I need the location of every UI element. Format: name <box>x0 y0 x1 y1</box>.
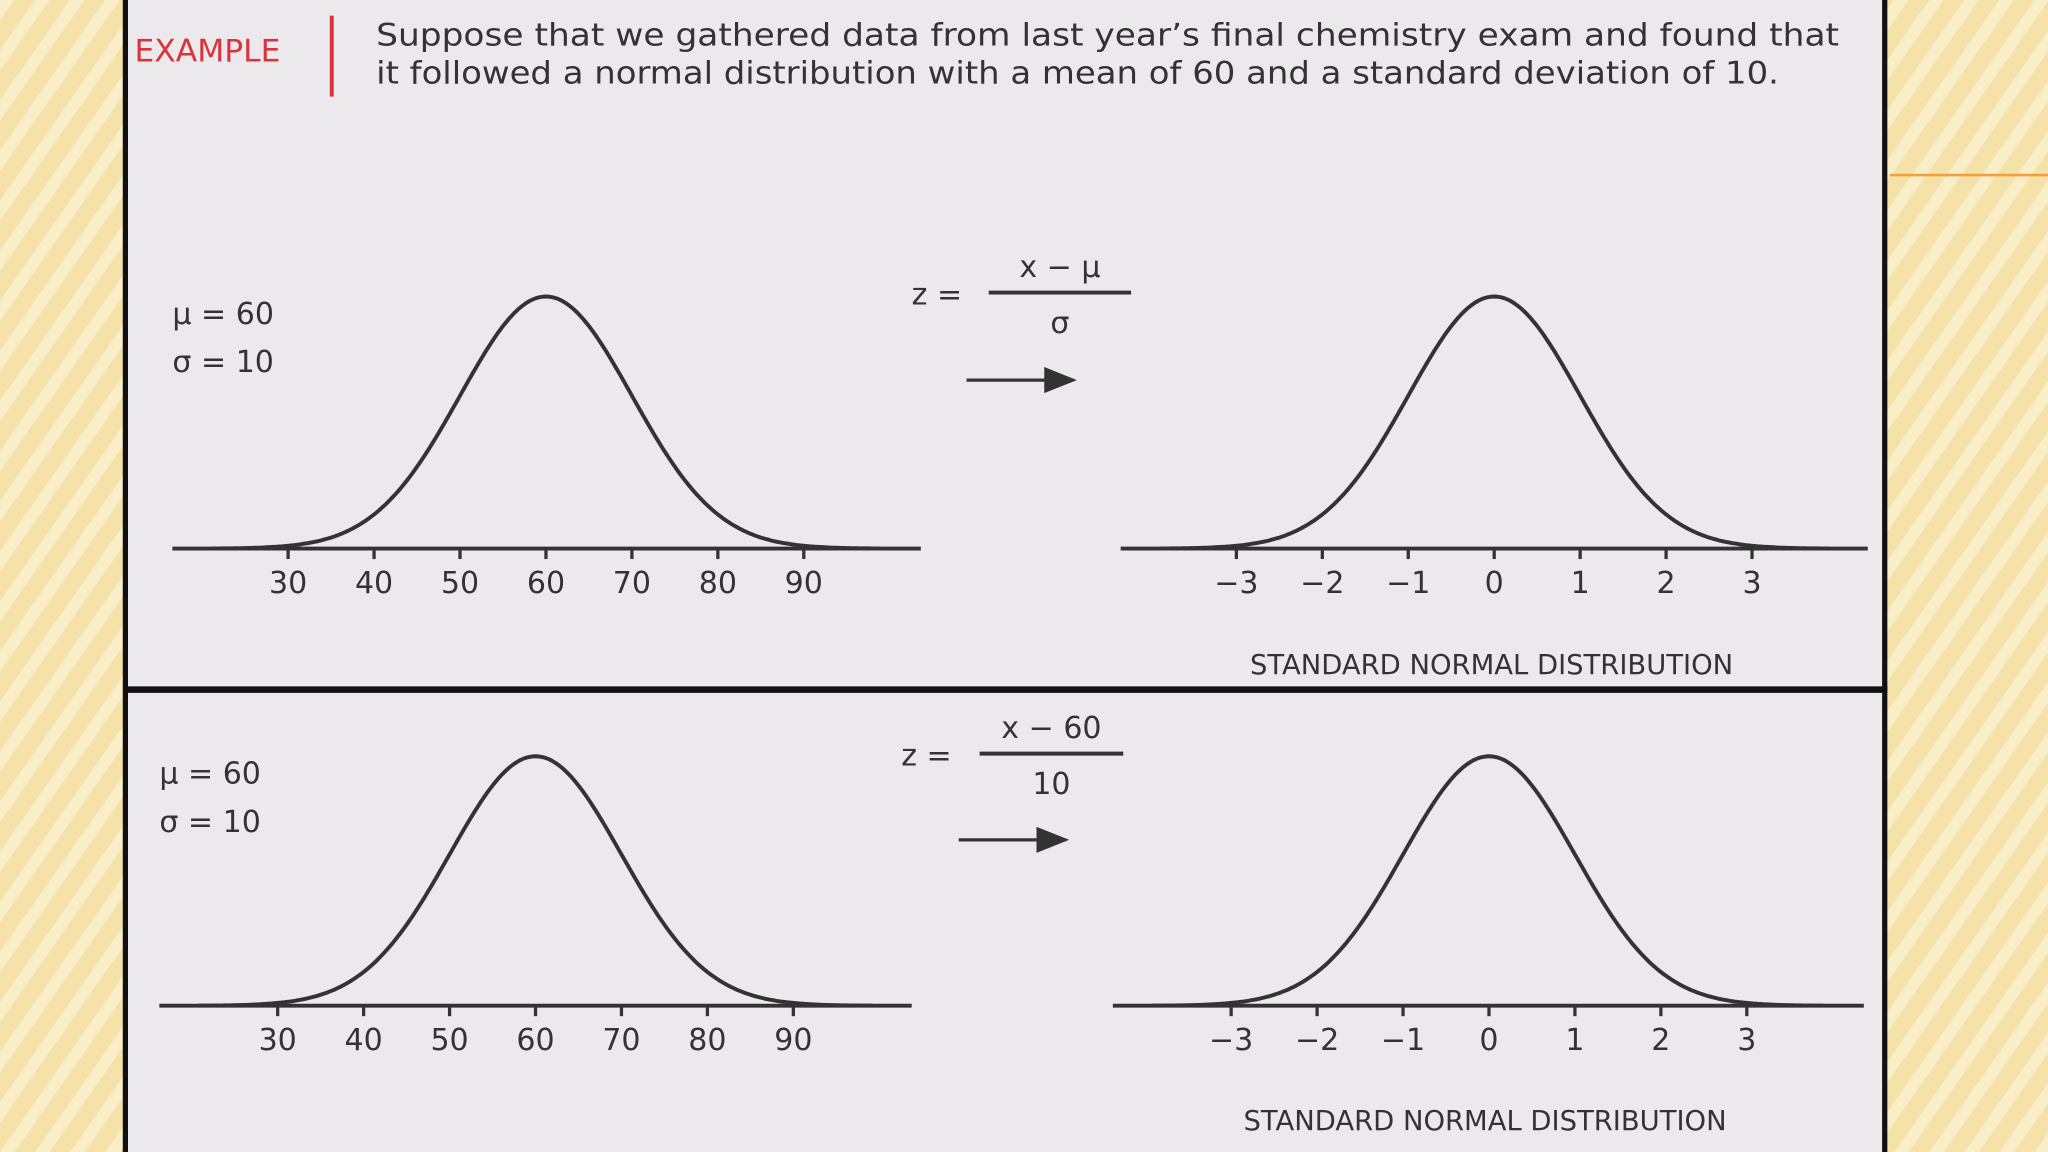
tick-label: 30 <box>259 1023 297 1058</box>
tick-label: 2 <box>1657 566 1676 601</box>
bell-curve <box>1159 294 1829 551</box>
tick-label: 1 <box>1571 566 1590 601</box>
tick-label: 60 <box>527 566 565 601</box>
tick-label: 70 <box>613 566 651 601</box>
tick-label: −3 <box>1209 1023 1253 1058</box>
tick-label: −1 <box>1381 1023 1425 1058</box>
tick-label: 60 <box>516 1023 554 1058</box>
parameter: σ = 10 <box>172 345 274 380</box>
caption: STANDARD NORMAL DISTRIBUTION <box>1250 650 1733 681</box>
tick-label: 30 <box>269 566 307 601</box>
formula-denominator: σ <box>1050 306 1069 341</box>
tick-label: 50 <box>441 566 479 601</box>
tick-label: 3 <box>1737 1023 1756 1058</box>
tick-label: −3 <box>1214 566 1258 601</box>
parameter: μ = 60 <box>172 297 274 332</box>
tick-label: 90 <box>774 1023 812 1058</box>
slide <box>124 0 1888 1152</box>
tick-label: 90 <box>785 566 823 601</box>
tick-label: 80 <box>699 566 737 601</box>
bell-curve <box>211 294 881 551</box>
tick-label: 80 <box>688 1023 726 1058</box>
formula-numerator: x − μ <box>1019 250 1100 285</box>
formula-denominator: 10 <box>1032 767 1070 802</box>
bell-curve <box>1152 754 1824 1008</box>
tick-label: 0 <box>1485 566 1504 601</box>
tick-label: −2 <box>1300 566 1344 601</box>
tick-label: 2 <box>1651 1023 1670 1058</box>
formula-numerator: x − 60 <box>1001 711 1101 746</box>
formula-lhs: z = <box>912 277 962 312</box>
parameter: σ = 10 <box>159 805 261 840</box>
caption: STANDARD NORMAL DISTRIBUTION <box>1243 1106 1726 1137</box>
tick-label: −1 <box>1386 566 1430 601</box>
formula-lhs: z = <box>901 738 951 773</box>
header-text: it followed a normal distribution with a… <box>376 56 1779 92</box>
tick-label: 40 <box>355 566 393 601</box>
tick-label: 70 <box>602 1023 640 1058</box>
header-text: Suppose that we gathered data from last … <box>376 18 1839 54</box>
example-label: EXAMPLE <box>135 33 281 69</box>
tick-label: 40 <box>345 1023 383 1058</box>
tick-label: 0 <box>1479 1023 1498 1058</box>
tick-label: −2 <box>1295 1023 1339 1058</box>
bell-curve <box>198 754 873 1008</box>
tick-label: 1 <box>1565 1023 1584 1058</box>
parameter: μ = 60 <box>159 757 261 792</box>
tick-label: 3 <box>1742 566 1761 601</box>
tick-label: 50 <box>430 1023 468 1058</box>
